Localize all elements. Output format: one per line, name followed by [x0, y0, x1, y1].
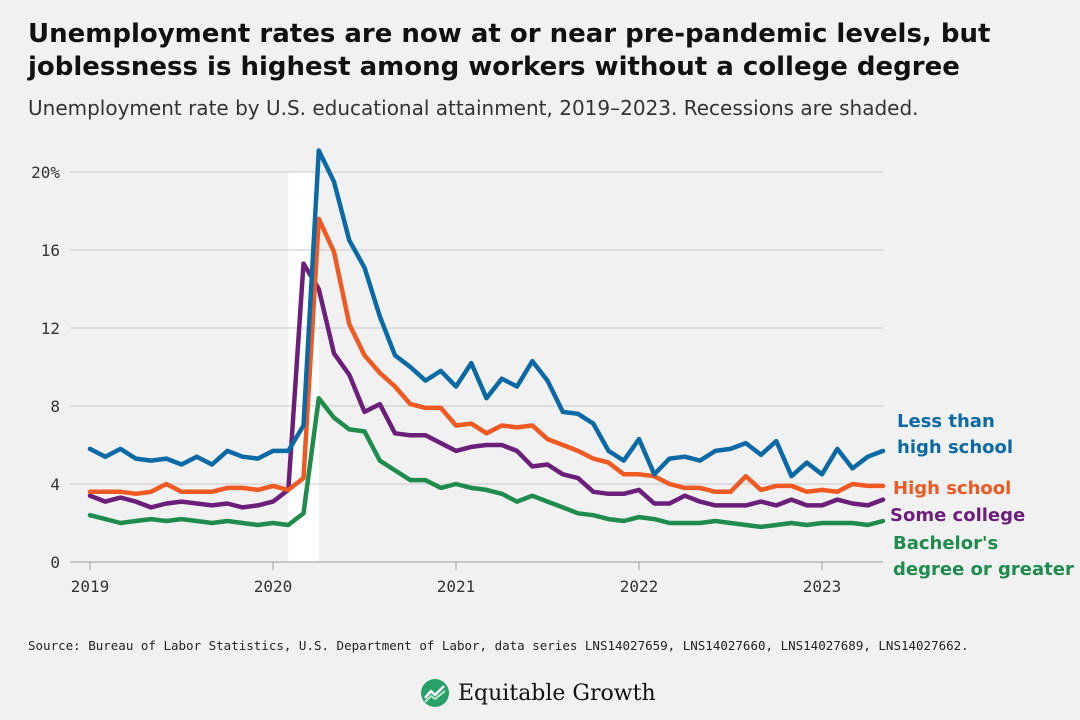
x-tick-label: 2019 — [71, 577, 110, 596]
chart-subtitle: Unemployment rate by U.S. educational at… — [28, 96, 919, 120]
x-tick-label: 2022 — [620, 577, 659, 596]
y-tick-label: 0 — [50, 553, 60, 572]
legend-label: Less than — [897, 411, 995, 432]
x-tick-label: 2021 — [437, 577, 476, 596]
line-chart: 0 4 8 12 16 20% 2019 2020 2021 2022 2023 Less than h… — [31, 148, 1074, 596]
chart-title: Unemployment rates are now at or near pr… — [28, 18, 1058, 84]
legend-label: high school — [897, 437, 1013, 458]
x-tick-label: 2020 — [254, 577, 293, 596]
chart-title-line-1: Unemployment rates are now at or near pr… — [28, 19, 991, 49]
series-line — [87, 148, 886, 479]
legend-label: Some college — [890, 505, 1025, 526]
series-line — [87, 216, 886, 497]
y-tick-label: 20% — [31, 163, 60, 182]
source-note: Source: Bureau of Labor Statistics, U.S.… — [28, 638, 969, 653]
series-line — [87, 395, 886, 530]
y-tick-label: 16 — [41, 241, 60, 260]
series-line — [87, 261, 886, 510]
chart-title-line-2: joblessness is highest among workers wit… — [28, 52, 960, 82]
y-tick-label: 8 — [50, 397, 60, 416]
y-tick-label: 12 — [41, 319, 60, 338]
legend-label: High school — [893, 478, 1011, 499]
brand-logo: Equitable Growth — [420, 676, 656, 710]
brand-name: Equitable Growth — [458, 680, 656, 706]
y-tick-label: 4 — [50, 475, 60, 494]
chart-leaf-icon — [421, 679, 449, 707]
x-tick-label: 2023 — [803, 577, 842, 596]
legend-label: degree or greater — [893, 559, 1074, 580]
legend-label: Bachelor's — [893, 533, 998, 554]
